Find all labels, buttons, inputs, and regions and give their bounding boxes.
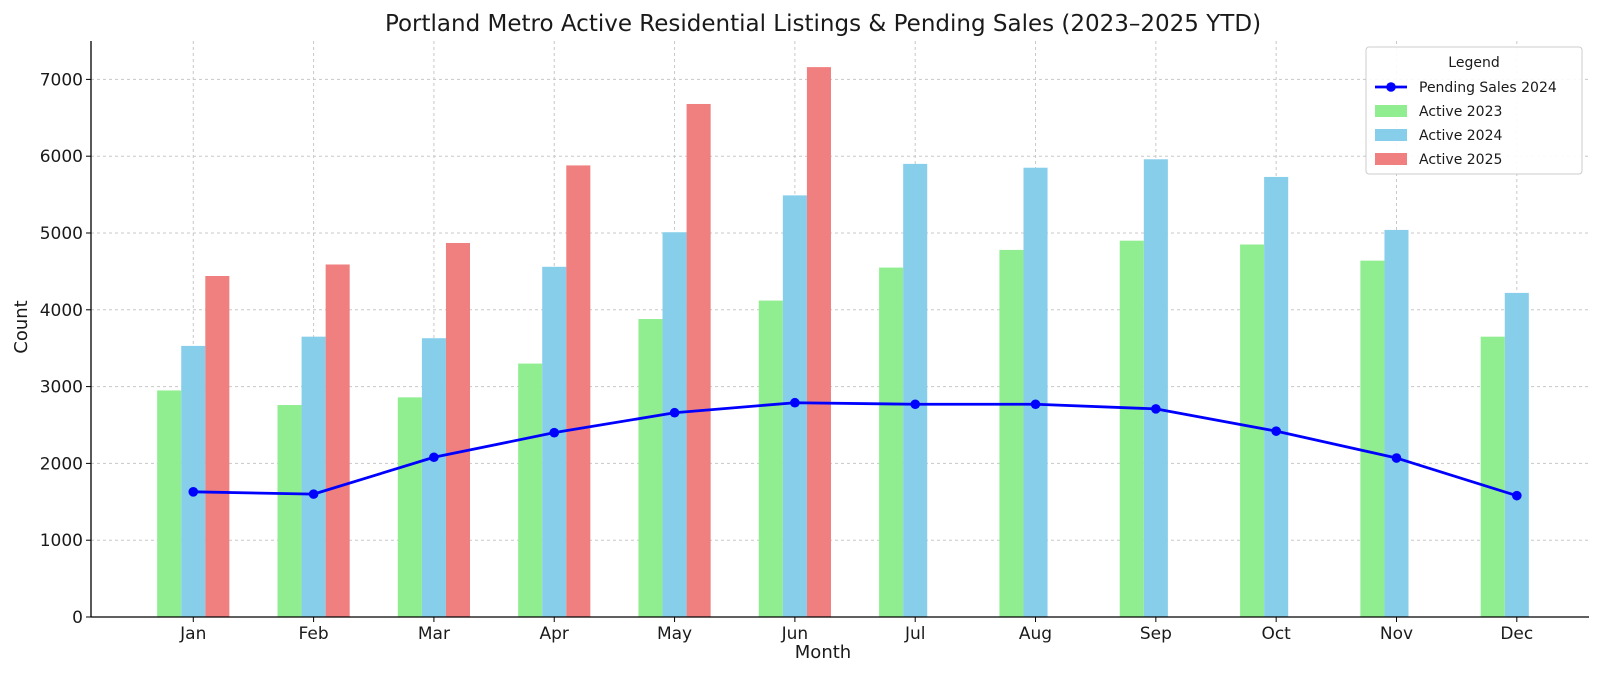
bar-active-2025-apr bbox=[566, 165, 591, 617]
point-pending-sales-2024-feb bbox=[308, 489, 319, 499]
x-tick-label-dec: Dec bbox=[1500, 624, 1533, 644]
legend: Legend Pending Sales 2024 Active 2023 Acti… bbox=[1365, 46, 1583, 175]
y-tick-label-2000: 2000 bbox=[40, 454, 83, 474]
legend-label-active-2024: Active 2024 bbox=[1419, 128, 1502, 144]
legend-title: Legend bbox=[1448, 55, 1499, 71]
bar-active-2023-jan bbox=[157, 390, 182, 617]
x-tick-label-sep: Sep bbox=[1140, 624, 1172, 644]
point-pending-sales-2024-jul bbox=[910, 399, 921, 410]
y-axis-title: Count bbox=[11, 300, 32, 353]
bar-active-2024-jul bbox=[903, 163, 928, 617]
chart-title: Portland Metro Active Residential Listin… bbox=[385, 11, 1261, 37]
y-tick-label-7000: 7000 bbox=[40, 70, 83, 90]
bar-active-2025-mar bbox=[445, 242, 471, 617]
x-tick-label-nov: Nov bbox=[1380, 624, 1413, 644]
bar-active-2024-nov bbox=[1384, 229, 1409, 618]
y-tick-label-1000: 1000 bbox=[40, 531, 83, 551]
bar-active-2023-feb bbox=[277, 405, 302, 617]
point-pending-sales-2024-jun bbox=[790, 397, 800, 408]
y-tick-label-5000: 5000 bbox=[40, 224, 83, 244]
bars bbox=[157, 67, 1529, 618]
bar-active-2024-may bbox=[662, 232, 687, 617]
bar-active-2023-sep bbox=[1119, 240, 1144, 617]
y-tick-label-6000: 6000 bbox=[40, 147, 83, 167]
bar-active-2025-feb bbox=[325, 264, 350, 617]
bar-active-2024-apr bbox=[542, 266, 567, 617]
point-pending-sales-2024-sep bbox=[1151, 404, 1161, 414]
legend-label-active-2025: Active 2025 bbox=[1419, 152, 1502, 168]
bar-active-2023-aug bbox=[999, 249, 1024, 617]
legend-swatch-active-2025 bbox=[1375, 153, 1407, 165]
legend-swatch-active-2023 bbox=[1375, 105, 1407, 117]
bar-active-2024-feb bbox=[301, 336, 326, 617]
legend-box bbox=[1365, 46, 1583, 175]
bar-active-2024-jan bbox=[181, 345, 206, 617]
legend-swatch-active-2024 bbox=[1375, 129, 1407, 141]
x-tick-label-oct: Oct bbox=[1261, 624, 1291, 644]
bar-active-2024-oct bbox=[1264, 176, 1289, 617]
legend-items: Pending Sales 2024 Active 2023 Active 2024… bbox=[1375, 80, 1557, 168]
bar-active-2023-oct bbox=[1240, 244, 1265, 617]
point-pending-sales-2024-nov bbox=[1391, 453, 1402, 463]
y-tick-label-0: 0 bbox=[72, 608, 83, 628]
bar-active-2024-aug bbox=[1023, 167, 1048, 617]
y-tick-label-4000: 4000 bbox=[40, 301, 83, 321]
x-tick-labels: Jan Feb Mar Apr May Jun Jul Aug Sep Oct Nov Dec bbox=[179, 624, 1533, 644]
x-tick-label-jul: Jul bbox=[904, 624, 926, 644]
bar-active-2025-jun bbox=[806, 67, 831, 617]
x-tick-label-aug: Aug bbox=[1019, 624, 1052, 644]
point-pending-sales-2024-jan bbox=[188, 487, 199, 497]
bar-active-2023-may bbox=[638, 319, 663, 617]
line-pending-sales-2024 bbox=[193, 401, 1518, 497]
point-pending-sales-2024-oct bbox=[1271, 426, 1281, 436]
bar-active-2023-apr bbox=[518, 363, 543, 617]
pending-sales-line-layer bbox=[188, 397, 1522, 501]
bar-active-2024-mar bbox=[421, 338, 446, 617]
bar-active-2023-nov bbox=[1360, 260, 1385, 617]
bar-active-2023-dec bbox=[1480, 336, 1505, 617]
bar-active-2023-jun bbox=[758, 300, 783, 617]
point-pending-sales-2024-dec bbox=[1512, 490, 1522, 501]
point-pending-sales-2024-may bbox=[669, 407, 680, 418]
bar-active-2025-may bbox=[686, 103, 711, 617]
x-tick-label-jun: Jun bbox=[781, 624, 809, 644]
x-tick-label-apr: Apr bbox=[540, 624, 569, 644]
y-tick-label-3000: 3000 bbox=[40, 378, 83, 398]
x-tick-label-may: May bbox=[657, 624, 692, 644]
x-axis-title: Month bbox=[795, 642, 851, 663]
bar-active-2025-jan bbox=[205, 276, 230, 617]
legend-marker-pending-sales-2024 bbox=[1386, 82, 1396, 92]
bar-active-2023-jul bbox=[879, 267, 904, 617]
legend-label-active-2023: Active 2023 bbox=[1419, 104, 1502, 120]
x-tick-label-feb: Feb bbox=[299, 624, 329, 644]
legend-label-pending-sales-2024: Pending Sales 2024 bbox=[1419, 80, 1557, 96]
x-tick-label-jan: Jan bbox=[179, 624, 206, 644]
point-pending-sales-2024-apr bbox=[549, 427, 560, 438]
bar-active-2024-sep bbox=[1143, 159, 1168, 617]
y-tick-labels: 0 1000 2000 3000 4000 5000 6000 7000 bbox=[40, 70, 83, 628]
bar-active-2023-mar bbox=[397, 397, 422, 617]
bar-active-2024-dec bbox=[1504, 292, 1529, 617]
point-pending-sales-2024-mar bbox=[429, 452, 439, 463]
axes bbox=[86, 41, 1589, 622]
x-tick-label-mar: Mar bbox=[418, 624, 450, 644]
point-pending-sales-2024-aug bbox=[1030, 399, 1041, 410]
